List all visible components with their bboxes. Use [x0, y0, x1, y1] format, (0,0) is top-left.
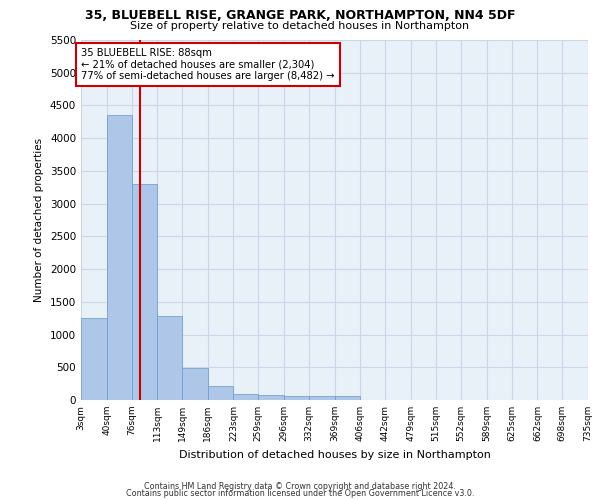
Bar [81, 318, 107, 400]
Bar [208, 386, 233, 400]
Bar [284, 396, 309, 400]
Y-axis label: Number of detached properties: Number of detached properties [34, 138, 44, 302]
Text: Contains public sector information licensed under the Open Government Licence v3: Contains public sector information licen… [126, 489, 474, 498]
Bar [309, 396, 335, 400]
Text: 35 BLUEBELL RISE: 88sqm
← 21% of detached houses are smaller (2,304)
77% of semi: 35 BLUEBELL RISE: 88sqm ← 21% of detache… [81, 48, 335, 81]
Text: 35, BLUEBELL RISE, GRANGE PARK, NORTHAMPTON, NN4 5DF: 35, BLUEBELL RISE, GRANGE PARK, NORTHAMP… [85, 9, 515, 22]
Bar [131, 184, 157, 400]
Bar [107, 116, 131, 400]
Bar [233, 394, 259, 400]
Text: Contains HM Land Registry data © Crown copyright and database right 2024.: Contains HM Land Registry data © Crown c… [144, 482, 456, 491]
Bar [335, 396, 360, 400]
Bar [259, 395, 284, 400]
Text: Size of property relative to detached houses in Northampton: Size of property relative to detached ho… [130, 21, 470, 31]
Bar [157, 316, 182, 400]
Bar [182, 368, 208, 400]
X-axis label: Distribution of detached houses by size in Northampton: Distribution of detached houses by size … [179, 450, 490, 460]
